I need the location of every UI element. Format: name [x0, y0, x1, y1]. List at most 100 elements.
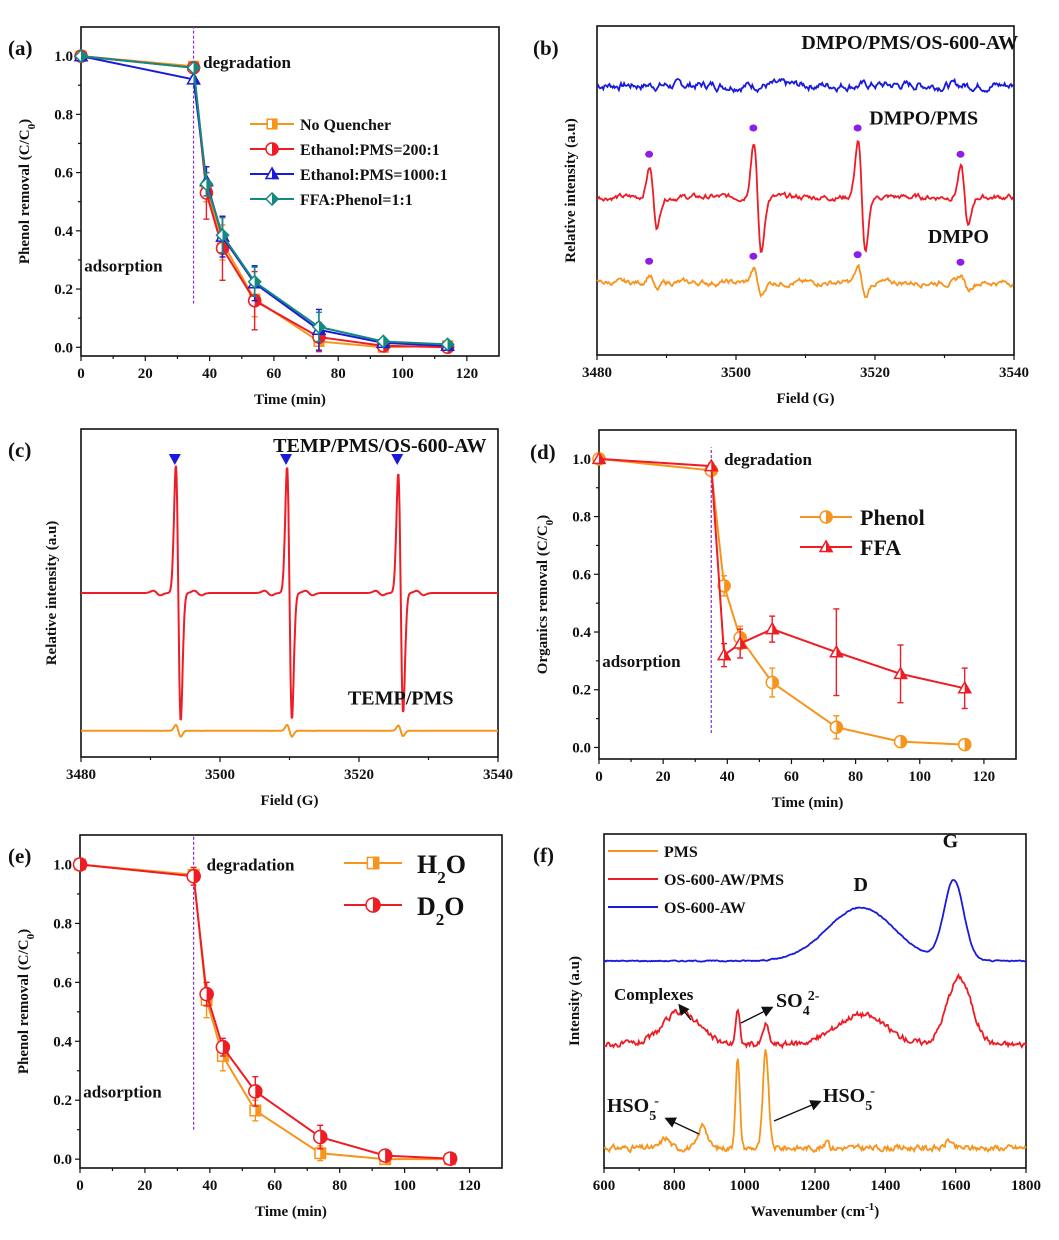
y-tick-label: 1.0 [53, 857, 72, 873]
x-tick-label: 60 [784, 769, 799, 785]
x-axis-label: Field (G) [777, 391, 835, 407]
marker-fill [772, 621, 780, 635]
y-tick-label: 0.6 [53, 975, 72, 991]
data-point [764, 621, 780, 635]
data-point [440, 337, 455, 352]
panel-d: 0 20 40 60 80 100 120 0.0 0.2 0.4 0.6 0.8 1.0 (d) Time… [530, 429, 1017, 811]
marker-fill [964, 737, 972, 752]
peak-marker-triangle [280, 454, 293, 465]
data-point [732, 636, 748, 649]
y-tick-label: 1.0 [572, 452, 591, 468]
legend-marker [818, 539, 834, 553]
series-line [79, 863, 451, 1161]
marker-fill [711, 458, 719, 472]
series-line [79, 863, 451, 1160]
marker-fill [450, 1151, 458, 1166]
annotation-adsorption: adsorption [83, 1082, 162, 1101]
spectrum-label: DMPO/PMS [869, 108, 978, 130]
marker-fill [385, 1148, 393, 1163]
marker-fill [900, 666, 908, 680]
y-tick-label: 0.0 [572, 740, 591, 756]
annotation-degradation: degradation [203, 53, 291, 72]
peak-marker-dot [956, 150, 965, 158]
data-point [248, 1084, 263, 1099]
x-tick-label: 40 [202, 1178, 217, 1194]
x-tick-label: 3480 [66, 767, 96, 783]
data-point [247, 274, 262, 289]
legend: No Quencher Ethanol:PMS=200:1 Ethanol:PMS=… [250, 117, 448, 209]
arrow-complexes [678, 1003, 692, 1021]
marker-fill [272, 166, 280, 180]
spectrum-label: TEMP/PMS [348, 688, 454, 710]
panel-label: (d) [530, 440, 556, 464]
data-point [199, 986, 214, 1002]
marker-fill [826, 510, 833, 524]
annotation-d-band: D [853, 874, 867, 896]
arrow-hso5-left [664, 1117, 700, 1135]
legend-label: Ethanol:PMS=200:1 [300, 142, 440, 159]
peak-marker-triangle [391, 454, 404, 465]
marker-fill [206, 986, 214, 1002]
legend-label: FFA [860, 535, 901, 560]
x-axis-label: Time (min) [254, 392, 326, 408]
marker-fill [447, 337, 455, 352]
marker-fill [772, 675, 779, 690]
x-tick-label: 3500 [721, 365, 751, 381]
spectrum-label: DMPO/PMS/OS-600-AW [801, 32, 1018, 54]
peak-marker-dot [853, 124, 862, 132]
x-tick-label: 120 [973, 769, 996, 785]
x-tick-label: 20 [137, 1178, 152, 1194]
legend-label-main: D [417, 892, 436, 921]
legend-label: Phenol [860, 505, 925, 530]
x-tick-label: 3500 [205, 767, 235, 783]
y-axis-label-main: Phenol removal (C/C [16, 939, 32, 1074]
x-tick-label: 60 [266, 366, 281, 382]
y-tick-label: 0.0 [53, 1152, 72, 1168]
legend-label: FFA:Phenol=1:1 [300, 192, 413, 209]
marker-fill [599, 451, 607, 465]
marker-fill [255, 1104, 262, 1117]
x-tick-label: 1200 [800, 1178, 830, 1194]
x-axis-label: Field (G) [261, 793, 319, 809]
marker-fill [836, 720, 844, 735]
plot-frame [596, 25, 1015, 356]
marker-fill [206, 177, 214, 192]
plot-frame [598, 429, 1017, 760]
y-axis-label-sub: 0 [544, 519, 556, 525]
spectrum-line [603, 972, 1027, 1050]
y-axis-label-sub: 0 [26, 123, 38, 129]
annotation-adsorption: adsorption [602, 652, 681, 671]
series-line [598, 457, 965, 690]
y-tick-label: 1.0 [54, 49, 73, 65]
y-tick-label: 0.8 [572, 510, 591, 526]
spectrum-line [603, 878, 1027, 963]
x-tick-label: 1400 [870, 1178, 900, 1194]
series-temp-pms [81, 723, 498, 738]
x-tick-label: 0 [595, 769, 603, 785]
annotation-sulfate-sup: 2- [808, 989, 820, 1004]
spectrum-line [596, 263, 1014, 299]
spectrum-line [81, 465, 498, 721]
data-point [717, 579, 731, 593]
x-tick-label: 600 [593, 1178, 616, 1194]
data-point [442, 1151, 458, 1166]
y-axis-label: Phenol removal (C/C0) [16, 929, 37, 1074]
marker-fill [318, 319, 326, 334]
marker-fill [740, 636, 748, 649]
x-tick-label: 3480 [582, 365, 612, 381]
plot-frame [79, 834, 503, 1169]
data-point [829, 720, 844, 735]
arrow-hso5-right [773, 1100, 822, 1122]
y-tick-label: 0.2 [54, 282, 73, 298]
y-axis-label: Organics removal (C/C0) [535, 515, 556, 674]
y-axis-label-end: ) [17, 119, 33, 124]
x-tick-label: 20 [138, 366, 153, 382]
data-point [215, 228, 230, 243]
y-tick-label: 0.8 [54, 107, 73, 123]
legend: PMS OS-600-AW/PMS OS-600-AW [608, 844, 784, 917]
arrow-sulfate [740, 1006, 774, 1024]
x-tick-label: 120 [456, 366, 479, 382]
marker-fill [373, 856, 380, 870]
panel-label: (f) [533, 843, 554, 867]
